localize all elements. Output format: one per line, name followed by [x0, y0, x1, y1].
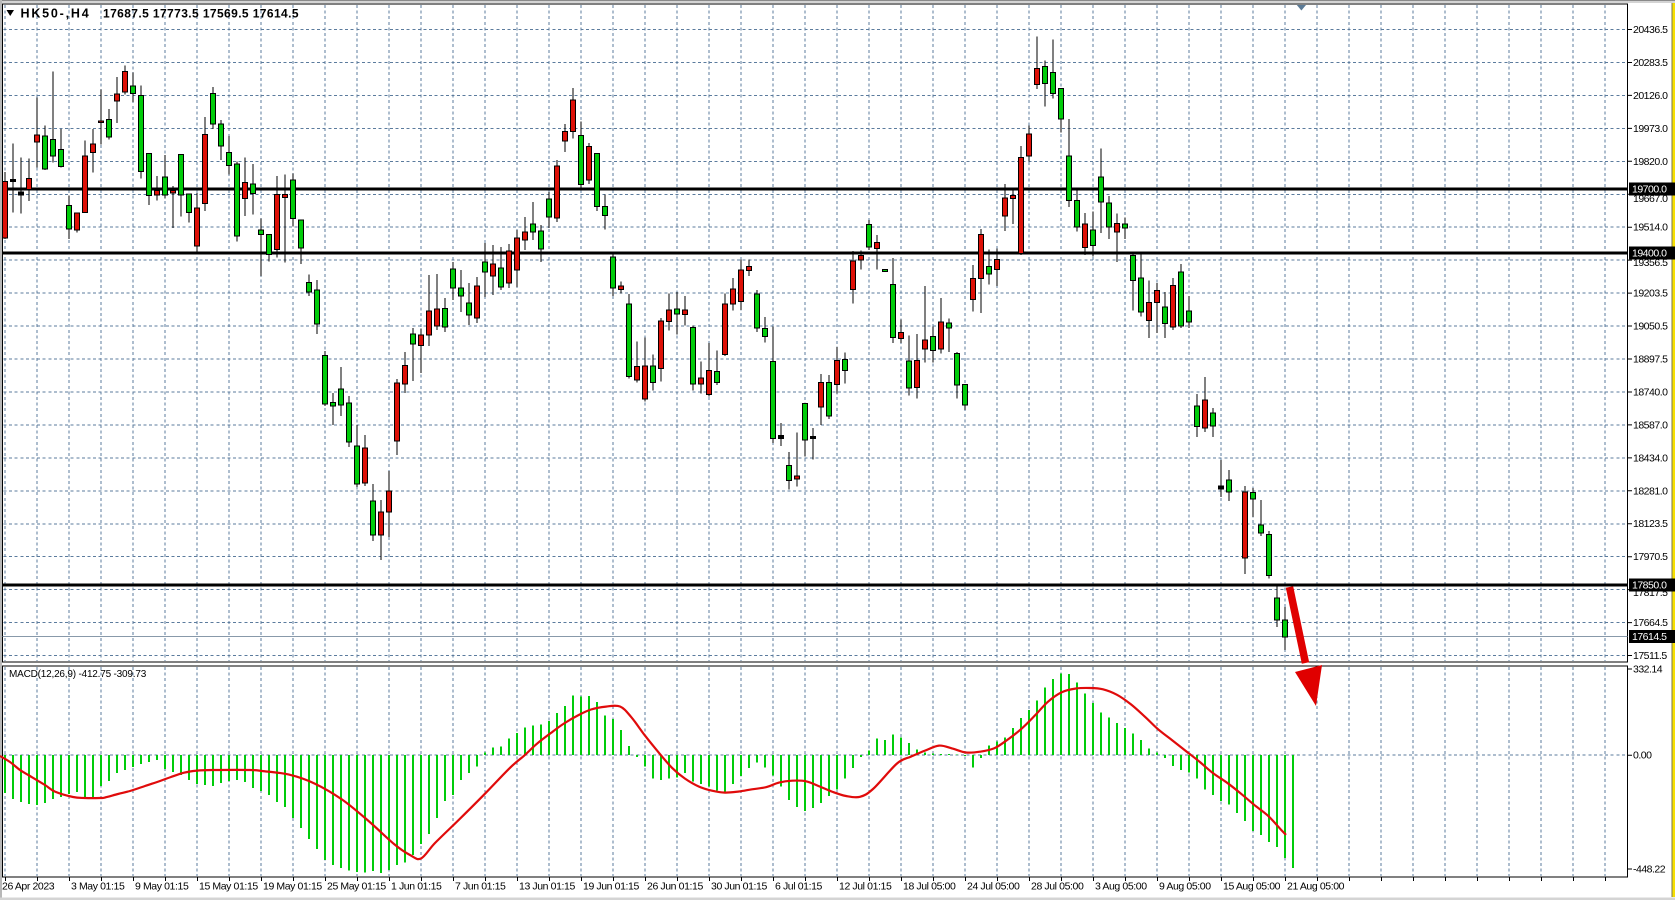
svg-text:20436.5: 20436.5: [1633, 24, 1668, 36]
svg-text:-448.22: -448.22: [1633, 864, 1666, 876]
svg-text:17614.5: 17614.5: [1632, 631, 1667, 643]
svg-text:18897.5: 18897.5: [1633, 354, 1668, 366]
svg-text:18281.0: 18281.0: [1633, 485, 1668, 497]
svg-text:19 May 01:15: 19 May 01:15: [263, 881, 322, 893]
svg-text:19973.0: 19973.0: [1633, 123, 1668, 135]
svg-text:21 Aug 05:00: 21 Aug 05:00: [1287, 881, 1345, 893]
svg-text:19820.0: 19820.0: [1633, 156, 1668, 168]
svg-text:17664.5: 17664.5: [1633, 617, 1668, 629]
svg-text:17687.5 17773.5 17569.5 17614.: 17687.5 17773.5 17569.5 17614.5: [103, 7, 299, 21]
svg-text:26 Apr 2023: 26 Apr 2023: [2, 881, 55, 893]
svg-text:19050.5: 19050.5: [1633, 321, 1668, 333]
svg-text:9 Aug 05:00: 9 Aug 05:00: [1159, 881, 1211, 893]
svg-text:18740.0: 18740.0: [1633, 387, 1668, 399]
svg-text:17511.5: 17511.5: [1633, 650, 1667, 662]
svg-text:MACD(12,26,9) -412.75 -309.73: MACD(12,26,9) -412.75 -309.73: [9, 669, 147, 680]
svg-text:17970.5: 17970.5: [1633, 551, 1668, 563]
svg-text:7 Jun 01:15: 7 Jun 01:15: [455, 881, 506, 893]
svg-text:9 May 01:15: 9 May 01:15: [135, 881, 189, 893]
svg-text:3 May 01:15: 3 May 01:15: [71, 881, 125, 893]
svg-text:15 May 01:15: 15 May 01:15: [199, 881, 258, 893]
svg-text:332.14: 332.14: [1633, 664, 1663, 676]
svg-text:24 Jul 05:00: 24 Jul 05:00: [967, 881, 1020, 893]
svg-text:20283.5: 20283.5: [1633, 57, 1668, 69]
svg-text:3 Aug 05:00: 3 Aug 05:00: [1095, 881, 1147, 893]
svg-text:30 Jun 01:15: 30 Jun 01:15: [711, 881, 767, 893]
svg-text:13 Jun 01:15: 13 Jun 01:15: [519, 881, 575, 893]
svg-text:19514.0: 19514.0: [1633, 222, 1668, 234]
svg-text:19400.0: 19400.0: [1632, 248, 1667, 260]
svg-text:12 Jul 01:15: 12 Jul 01:15: [839, 881, 892, 893]
svg-text:6 Jul 01:15: 6 Jul 01:15: [775, 881, 823, 893]
svg-text:1 Jun 01:15: 1 Jun 01:15: [391, 881, 442, 893]
svg-text:17850.0: 17850.0: [1632, 580, 1667, 592]
svg-text:19356.5: 19356.5: [1633, 257, 1668, 269]
svg-text:18 Jul 05:00: 18 Jul 05:00: [903, 881, 956, 893]
svg-text:19667.0: 19667.0: [1633, 193, 1668, 205]
svg-text:19700.0: 19700.0: [1632, 184, 1667, 196]
svg-text:26 Jun 01:15: 26 Jun 01:15: [647, 881, 703, 893]
svg-text:28 Jul 05:00: 28 Jul 05:00: [1031, 881, 1084, 893]
svg-text:20126.0: 20126.0: [1633, 90, 1668, 102]
svg-text:18434.0: 18434.0: [1633, 452, 1668, 464]
svg-text:0.00: 0.00: [1633, 750, 1652, 762]
svg-text:19203.5: 19203.5: [1633, 288, 1668, 300]
svg-text:HK50-,H4: HK50-,H4: [21, 7, 91, 21]
svg-text:25 May 01:15: 25 May 01:15: [327, 881, 386, 893]
svg-text:18123.5: 18123.5: [1633, 518, 1668, 530]
svg-text:19 Jun 01:15: 19 Jun 01:15: [583, 881, 639, 893]
svg-text:18587.0: 18587.0: [1633, 419, 1668, 431]
svg-text:15 Aug 05:00: 15 Aug 05:00: [1223, 881, 1281, 893]
